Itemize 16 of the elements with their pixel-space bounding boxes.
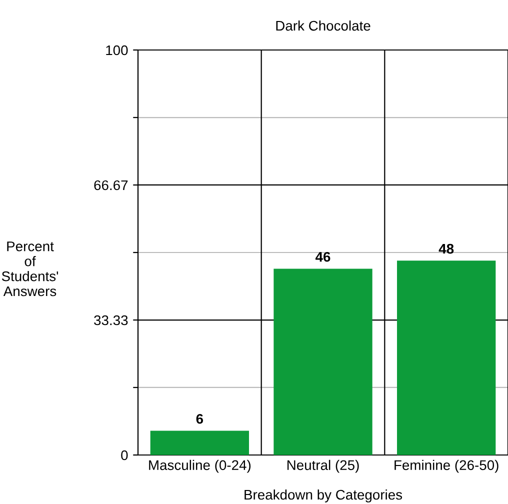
data-label: 46	[315, 252, 330, 262]
y-tick-label: 0	[121, 450, 128, 460]
y-axis-title: Percent of Students' Answers	[2, 242, 58, 296]
x-tick-label: Feminine (26-50)	[394, 460, 498, 473]
bar	[150, 430, 249, 455]
y-tick-label: 100	[106, 45, 128, 56]
chart-title: Dark Chocolate	[276, 20, 370, 31]
data-label: 48	[438, 244, 454, 254]
y-tick-label: 33.33	[94, 315, 128, 326]
bar	[274, 268, 372, 455]
bar	[397, 260, 496, 455]
x-axis-title: Breakdown by Categories	[244, 489, 402, 502]
data-label: 6	[196, 414, 204, 424]
y-tick-label: 66.67	[94, 180, 128, 190]
x-tick-label: Neutral (25)	[287, 460, 359, 473]
x-tick-label: Masculine (0-24)	[149, 460, 251, 473]
